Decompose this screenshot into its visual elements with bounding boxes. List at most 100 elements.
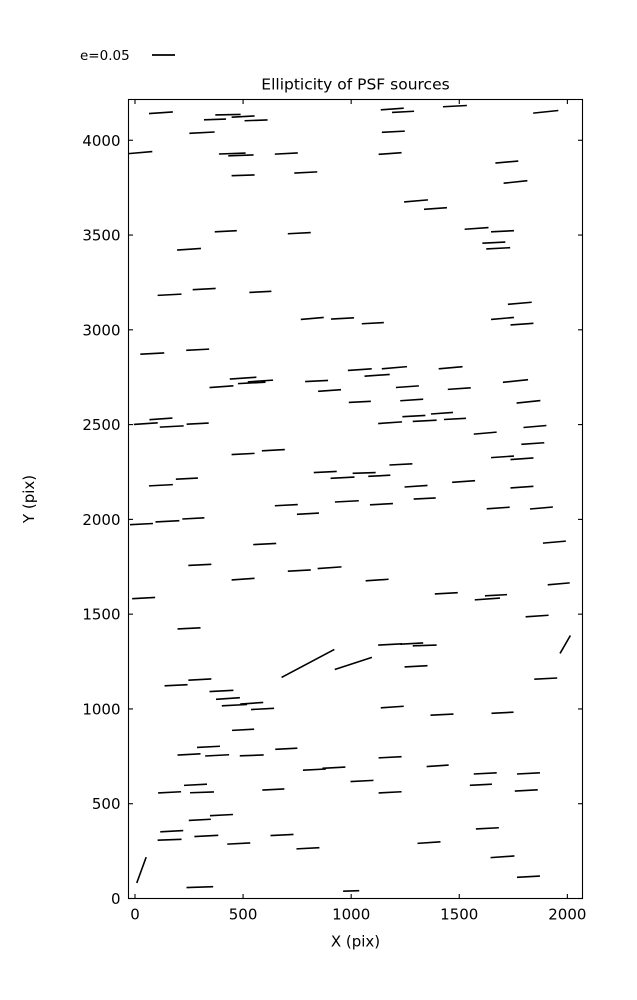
whisker-segment: [434, 591, 458, 595]
whisker-segment: [378, 151, 402, 156]
whisker-segment: [133, 422, 158, 426]
whisker-segment: [347, 367, 372, 372]
whisker-segment: [334, 656, 373, 671]
whisker-segment: [542, 540, 566, 544]
whisker-segment: [491, 711, 514, 715]
whisker-segment: [547, 582, 570, 586]
whisker-segment: [474, 597, 501, 601]
whisker-segment: [239, 754, 264, 757]
whisker-segment: [400, 398, 424, 402]
whisker-segment: [473, 431, 497, 435]
whisker-segment: [413, 497, 436, 500]
whisker-segment: [237, 381, 266, 385]
whisker-segment: [464, 226, 489, 231]
whisker-segment: [135, 856, 147, 884]
whisker-segment: [229, 376, 257, 380]
whisker-segment: [157, 293, 182, 297]
whisker-segment: [426, 764, 449, 768]
whisker-segment: [369, 502, 393, 506]
whisker-segment: [381, 365, 408, 370]
whisker-segment: [368, 474, 391, 478]
whisker-segment: [157, 838, 182, 841]
whisker-segment: [361, 321, 384, 325]
whisker-segment: [516, 399, 541, 404]
whisker-segment: [443, 417, 467, 421]
whisker-segment: [194, 834, 219, 838]
whisker-segment: [159, 425, 184, 428]
whisker-segment: [270, 833, 294, 837]
whisker-segment: [473, 771, 497, 775]
whisker-segment: [231, 174, 255, 177]
whisker-segment: [395, 385, 419, 389]
whisker-segment: [296, 846, 320, 850]
whisker-segment: [253, 542, 277, 546]
whisker-segment: [400, 642, 424, 645]
whisker-segment: [486, 246, 511, 250]
whisker-segment: [490, 316, 515, 321]
y-tick-label: 1000: [82, 700, 120, 718]
whisker-segment: [244, 119, 268, 122]
whisker-segment: [378, 421, 403, 425]
y-tick-label: 3000: [82, 321, 120, 339]
whisker-segment: [475, 826, 499, 830]
whisker-segment: [378, 790, 402, 794]
whisker-segment: [516, 875, 540, 879]
y-tick-label: 2500: [82, 416, 120, 434]
whisker-segment: [330, 317, 355, 320]
whisker-segment: [221, 703, 248, 707]
whisker-segment: [287, 569, 311, 572]
whisker-segment: [209, 813, 233, 817]
whisker-segment: [402, 414, 426, 418]
x-axis-label: X (pix): [331, 933, 380, 951]
whisker-segment: [129, 522, 154, 526]
whisker-segment: [274, 152, 298, 155]
whisker-segment: [521, 441, 545, 446]
whisker-segment: [352, 471, 376, 475]
chart-title: Ellipticity of PSF sources: [261, 76, 449, 94]
whisker-segment: [175, 477, 198, 480]
whisker-segment: [287, 231, 311, 235]
whisker-segment: [205, 753, 230, 757]
x-tick-label: 1500: [440, 906, 478, 924]
y-tick-label: 4000: [82, 132, 120, 150]
whisker-layer: [128, 104, 572, 892]
whisker-segment: [215, 696, 240, 701]
x-tick-label: 0: [130, 906, 140, 924]
y-tick-label: 2000: [82, 511, 120, 529]
whisker-segment: [495, 160, 519, 164]
y-axis-label: Y (pix): [20, 475, 38, 524]
whisker-segment: [404, 664, 428, 668]
whisker-segment: [140, 352, 165, 355]
whisker-segment: [148, 483, 173, 487]
whisker-segment: [412, 419, 437, 423]
whisker-segment: [296, 512, 320, 516]
whisker-segment: [209, 689, 234, 693]
whisker-segment: [275, 747, 298, 751]
whisker-segment: [510, 322, 534, 326]
whisker-segment: [322, 766, 346, 770]
whisker-segment: [510, 485, 534, 489]
x-tick-label: 500: [229, 906, 258, 924]
whisker-segment: [192, 287, 216, 291]
whisker-segment: [128, 150, 153, 155]
whisker-segment: [484, 593, 508, 597]
whisker-segment: [251, 707, 275, 711]
whisker-segment: [177, 753, 201, 756]
whisker-segment: [132, 596, 156, 600]
whisker-segment: [389, 463, 413, 466]
whisker-segment: [482, 241, 506, 245]
whisker-segment: [148, 111, 173, 115]
whisker-segment: [412, 644, 437, 647]
whisker-segment: [318, 388, 342, 393]
whisker-segment: [364, 373, 390, 377]
whisker-segment: [160, 829, 184, 833]
axes-frame: [127, 98, 584, 900]
whisker-segment: [442, 104, 467, 108]
whisker-segment: [300, 316, 324, 321]
whisker-segment: [486, 506, 510, 510]
whisker-segment: [417, 840, 441, 845]
y-tick-label: 3500: [82, 227, 120, 245]
whisker-segment: [196, 745, 221, 749]
whisker-segment: [177, 247, 202, 251]
